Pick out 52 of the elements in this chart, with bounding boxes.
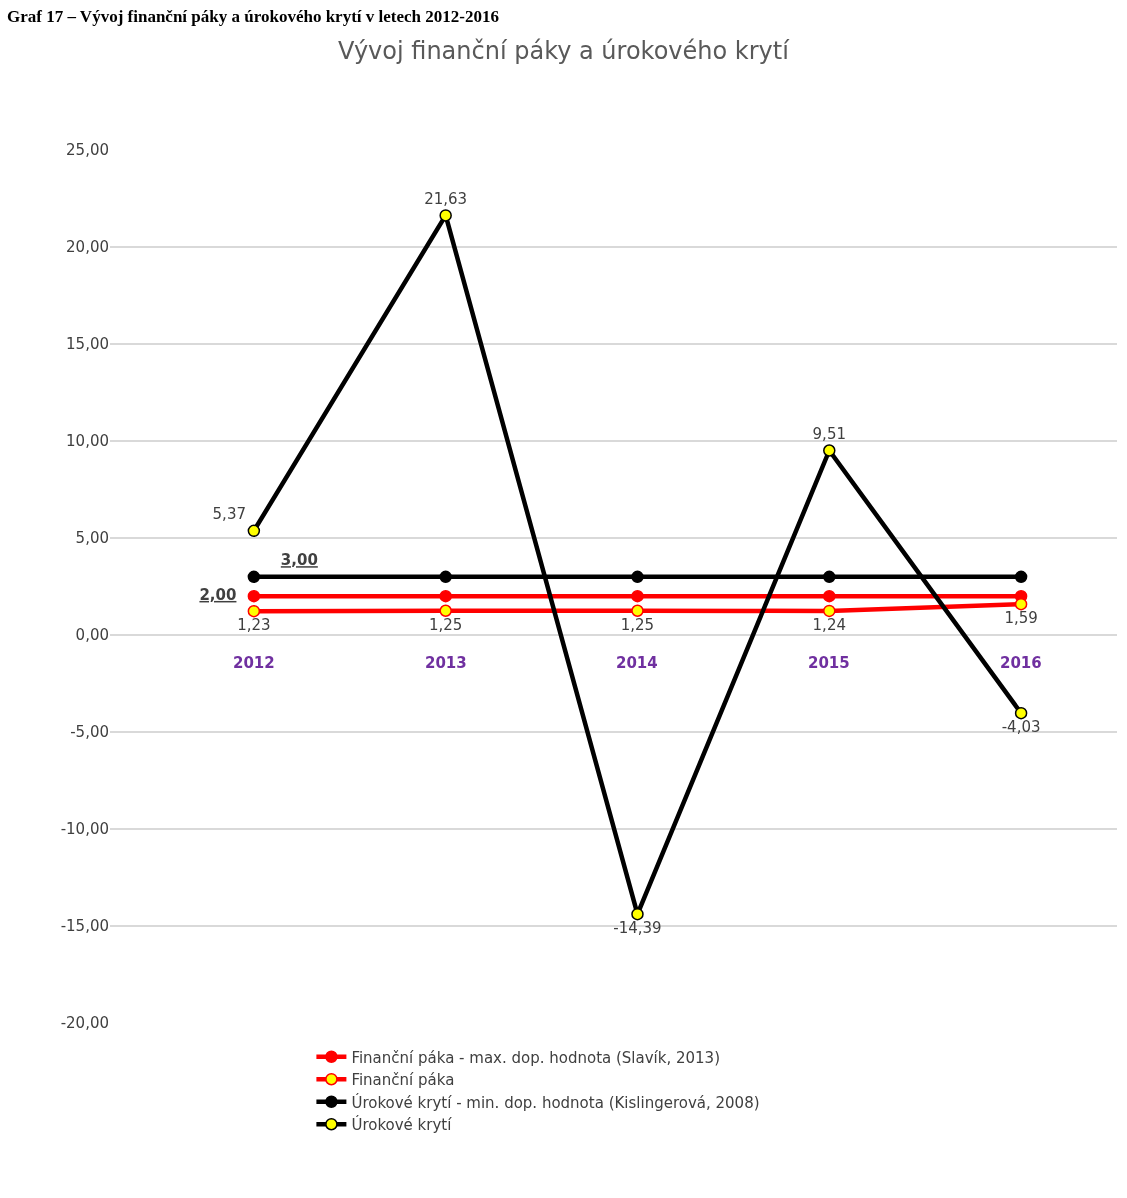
chart-title: Vývoj finanční páky a úrokového krytí [338,36,791,65]
legend-label: Finanční páka [351,1071,455,1090]
point [631,589,644,603]
data-label: 1,25 [428,615,463,634]
x-tick-label: 2012 [233,654,275,672]
point [823,589,836,603]
legend-label: Úrokové krytí [351,1115,453,1135]
point [1014,570,1028,584]
y-tick-label: 5,00 [75,529,109,548]
y-tick-label: 20,00 [66,238,109,257]
data-label: 21,63 [424,189,468,208]
y-tick-label: 0,00 [75,626,109,645]
legend-label: Úrokové krytí - min. dop. hodnota (Kislingerová, 2008) [351,1092,760,1112]
point [247,570,261,584]
y-tick-label: -15,00 [60,917,109,936]
x-tick-label: 2013 [425,654,467,672]
point [1014,706,1028,720]
point [823,444,836,457]
text: Graf 17 – Vývoj finanční páky a úrokového krytí v letech 2012-2016 [7,7,499,26]
data-label: -14,39 [613,919,662,938]
y-tick-label: -5,00 [70,723,109,742]
y-tick-label: 25,00 [66,141,109,160]
y-tick-label: 15,00 [66,335,109,354]
point [631,907,644,921]
data-label: 3,00 [280,551,318,570]
point [247,589,261,603]
y-tick-label: -10,00 [60,820,109,839]
data-label: 5,37 [212,505,246,524]
point [439,209,452,222]
point [1014,597,1028,611]
point [823,604,836,618]
y-tick-label: 10,00 [66,432,109,451]
point [439,604,452,617]
point [439,589,452,603]
data-label: -4,03 [1001,718,1041,737]
data-label: 1,59 [1004,609,1038,628]
x-tick-label: 2016 [1000,654,1042,672]
x-tick-label: 2015 [808,654,850,672]
point [247,604,261,618]
x-tick-label: 2014 [616,654,658,672]
data-label: 9,51 [812,424,846,443]
legend-label: Finanční páka - max. dop. hodnota (Slavík, 2013) [351,1048,721,1067]
point [247,524,261,538]
point [439,570,452,584]
point [823,570,836,584]
y-tick-label: -20,00 [60,1014,109,1033]
point [631,570,644,584]
data-label: 1,23 [237,616,271,635]
data-label: 1,25 [620,615,655,634]
data-label: 2,00 [199,585,237,604]
point [631,604,644,617]
data-label: 1,24 [812,616,846,635]
